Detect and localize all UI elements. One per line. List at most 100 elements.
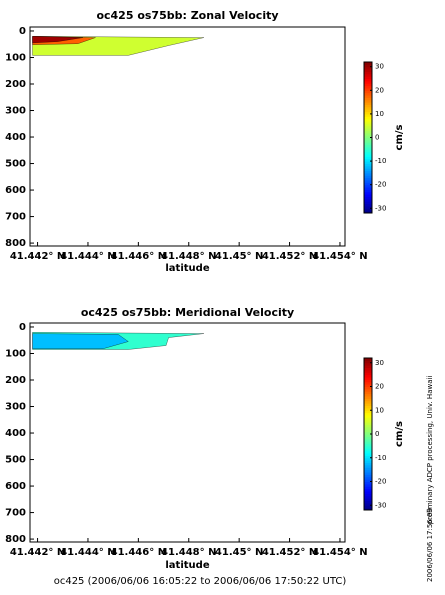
colorbar-cell	[364, 388, 372, 392]
x-tick-label: 41.452° N	[262, 251, 317, 262]
colorbar-cell	[364, 203, 372, 207]
side-note: preliminary ADCP processing, Univ. Hawai…	[426, 376, 434, 525]
colorbar-cell	[364, 76, 372, 80]
colorbar-cell	[364, 441, 372, 444]
colorbar-cell	[364, 210, 372, 214]
velocity-patch	[32, 36, 83, 44]
x-tick-label: 41.446° N	[111, 547, 166, 558]
colorbar-cell	[364, 118, 372, 122]
colorbar-cell	[364, 189, 372, 193]
colorbar-tick-label: 20	[375, 86, 384, 94]
colorbar-tick-label: -20	[375, 181, 386, 189]
y-tick-label: 0	[19, 322, 26, 333]
colorbar-cell	[364, 83, 372, 87]
colorbar-cell	[364, 417, 372, 421]
y-tick-label: 700	[5, 212, 26, 223]
colorbar-cell	[364, 412, 372, 416]
x-axis-label: latitude	[165, 263, 209, 274]
colorbar-cell	[364, 505, 372, 509]
colorbar-cell	[364, 436, 372, 440]
colorbar-label: cm/s	[394, 124, 405, 150]
colorbar-cell	[364, 372, 372, 376]
colorbar-cell	[364, 507, 372, 511]
axes-frame	[29, 26, 346, 247]
colorbar-cell	[364, 99, 372, 103]
colorbar-cell	[364, 182, 372, 186]
colorbar-cell	[364, 502, 372, 506]
colorbar-label: cm/s	[394, 421, 405, 447]
colorbar-cell	[364, 142, 372, 146]
colorbar-cell	[364, 419, 372, 423]
x-tick-label: 41.45° N	[215, 547, 263, 558]
axes-frame	[29, 322, 346, 543]
timestamp: 2006/06/06 17:56:09	[426, 508, 434, 582]
x-tick-label: 41.444° N	[60, 547, 115, 558]
colorbar-cell	[364, 369, 372, 373]
colorbar-cell	[364, 362, 372, 366]
x-tick-label: 41.454° N	[312, 547, 367, 558]
y-tick-label: 100	[5, 52, 26, 63]
colorbar-cell	[364, 158, 372, 162]
colorbar-cell	[364, 172, 372, 176]
colorbar-cell	[364, 386, 372, 390]
colorbar-cell	[364, 486, 372, 490]
colorbar-cell	[364, 168, 372, 172]
colorbar-cell	[364, 400, 372, 404]
colorbar-cell	[364, 66, 372, 70]
y-tick-label: 600	[5, 481, 26, 492]
colorbar-cell	[364, 120, 372, 124]
colorbar-cell	[364, 422, 372, 425]
colorbar-cell	[364, 71, 372, 75]
colorbar-cell	[364, 498, 372, 501]
colorbar-cell	[364, 104, 372, 108]
colorbar-cell	[364, 111, 372, 115]
colorbar-cell	[364, 483, 372, 487]
colorbar-cell	[364, 184, 372, 188]
colorbar-cell	[364, 73, 372, 77]
y-tick-label: 800	[5, 238, 26, 249]
colorbar-cell	[364, 429, 372, 433]
colorbar-cell	[364, 410, 372, 414]
colorbar-cell	[364, 149, 372, 153]
colorbar-cell	[364, 102, 372, 105]
colorbar-tick-label: 30	[375, 359, 384, 367]
colorbar-cell	[364, 163, 372, 167]
colorbar-cell	[364, 146, 372, 150]
colorbar-cell	[364, 377, 372, 380]
colorbar-cell	[364, 448, 372, 452]
colorbar-cell	[364, 179, 372, 183]
velocity-patch	[32, 333, 129, 349]
colorbar-tick-label: 20	[375, 383, 384, 391]
y-tick-label: 400	[5, 132, 26, 143]
y-tick-label: 300	[5, 106, 26, 117]
colorbar-cell	[364, 87, 372, 91]
colorbar-cell	[364, 154, 372, 157]
colorbar-tick-label: 10	[375, 406, 384, 414]
colorbar-cell	[364, 85, 372, 89]
colorbar-cell	[364, 398, 372, 402]
x-tick-label: 41.448° N	[161, 251, 216, 262]
colorbar-cell	[364, 469, 372, 473]
colorbar-cell	[364, 177, 372, 181]
y-tick-label: 100	[5, 348, 26, 359]
colorbar-cell	[364, 69, 372, 72]
colorbar-cell	[364, 78, 372, 82]
colorbar-cell	[364, 187, 372, 190]
x-tick-label: 41.45° N	[215, 251, 263, 262]
colorbar-cell	[364, 64, 372, 68]
colorbar-cell	[364, 135, 372, 138]
colorbar-cell	[364, 191, 372, 195]
colorbar-cell	[364, 443, 372, 447]
colorbar-cell	[364, 137, 372, 141]
x-tick-label: 41.444° N	[60, 251, 115, 262]
colorbar-tick-label: -10	[375, 157, 386, 165]
colorbar-cell	[364, 360, 372, 364]
colorbar-cell	[364, 479, 372, 482]
colorbar-cell	[364, 128, 372, 131]
x-tick-label: 41.446° N	[111, 251, 166, 262]
y-tick-label: 200	[5, 375, 26, 386]
colorbar-cell	[364, 455, 372, 459]
colorbar-cell	[364, 367, 372, 371]
footer: oc425 (2006/06/06 16:05:22 to 2006/06/06…	[54, 576, 347, 587]
colorbar-cell	[364, 205, 372, 209]
